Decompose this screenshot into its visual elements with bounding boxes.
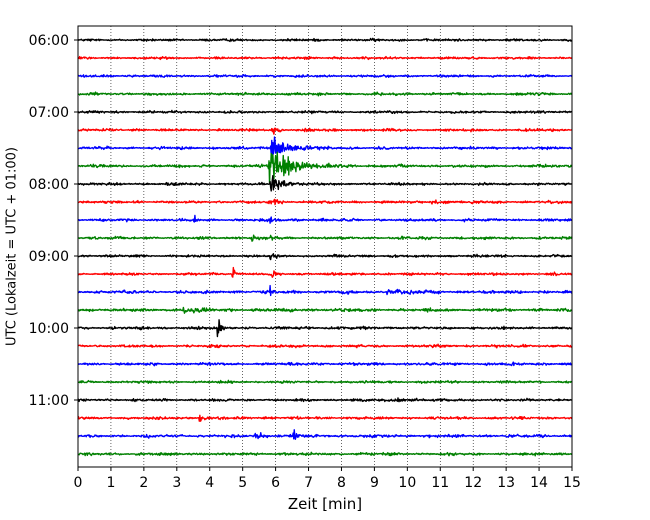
seismic-trace: [77, 306, 573, 314]
y-tick-label: 07:00: [29, 105, 69, 121]
seismic-trace: [77, 127, 573, 135]
x-tick-label: 5: [238, 475, 247, 491]
seismic-trace: [77, 37, 573, 43]
x-tick-label: 12: [464, 475, 482, 491]
y-tick-label: 08:00: [29, 177, 69, 193]
x-tick-label: 6: [271, 475, 280, 491]
seismic-trace: [77, 73, 573, 79]
x-tick-label: 10: [398, 475, 416, 491]
seismic-trace: [77, 109, 573, 115]
seismic-trace: [77, 91, 573, 97]
seismic-trace: [77, 284, 573, 297]
seismic-trace: [77, 319, 573, 338]
plot-frame: [77, 25, 573, 468]
y-tick-label: 11:00: [29, 393, 69, 409]
seismic-trace: [77, 151, 573, 185]
seismic-trace: [77, 198, 573, 206]
x-tick-label: 9: [370, 475, 379, 491]
y-tick-label: 09:00: [29, 249, 69, 265]
x-tick-label: 1: [106, 475, 115, 491]
seismic-trace: [77, 343, 573, 349]
seismic-trace: [77, 175, 573, 192]
seismic-trace: [77, 361, 573, 367]
seismic-trace: [77, 55, 573, 61]
x-tick-label: 8: [337, 475, 346, 491]
seismic-trace: [77, 266, 573, 278]
y-axis-label: UTC (Lokalzeit = UTC + 01:00): [5, 147, 20, 346]
seismic-trace: [77, 397, 573, 403]
trace-layer: [77, 37, 573, 457]
x-tick-label: 14: [530, 475, 548, 491]
seismic-trace: [77, 429, 573, 440]
seismic-trace: [77, 214, 573, 224]
x-axis-ticks: 0 1 2 3 4 5 6 7 8 9 10 11 12 13 14 15: [74, 467, 581, 491]
x-tick-label: 11: [431, 475, 449, 491]
seismic-trace: [77, 414, 573, 422]
x-tick-label: 0: [74, 475, 83, 491]
y-tick-label: 10:00: [29, 321, 69, 337]
y-tick-label: 06:00: [29, 33, 69, 49]
x-tick-label: 7: [304, 475, 313, 491]
seismic-trace: [77, 451, 573, 457]
x-tick-label: 3: [172, 475, 181, 491]
x-tick-label: 15: [563, 475, 581, 491]
x-tick-label: 13: [497, 475, 515, 491]
x-tick-label: 4: [205, 475, 214, 491]
x-axis-label: Zeit [min]: [288, 495, 362, 513]
seismic-trace: [77, 136, 573, 164]
y-axis-ticks: 06:00 07:00 08:00 09:00 10:00 11:00: [29, 33, 78, 409]
x-tick-label: 2: [139, 475, 148, 491]
seismic-trace: [77, 252, 573, 261]
seismic-trace: [77, 379, 573, 385]
seismic-trace: [77, 234, 573, 242]
